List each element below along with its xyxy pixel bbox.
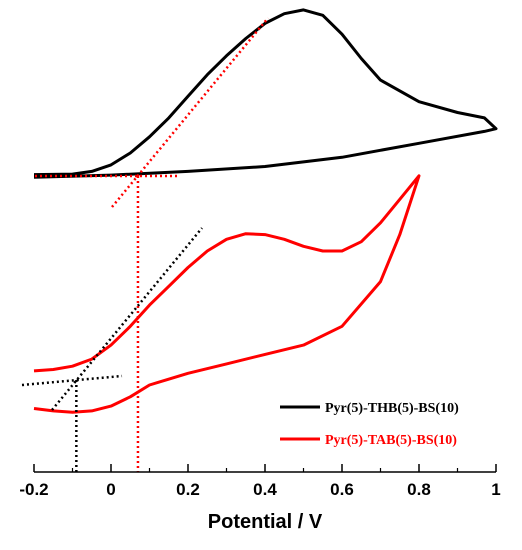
x-tick-label: 0.4 [253,480,277,499]
x-tick-label: 0.6 [330,480,354,499]
legend-label-tab: Pyr(5)-TAB(5)-BS(10) [325,433,457,448]
x-tick-label: 1 [491,480,500,499]
series-line-1 [33,174,421,414]
tab-baseline-tangent [21,374,123,387]
curves-group [33,8,498,414]
legend-label-thb: Pyr(5)-THB(5)-BS(10) [325,401,459,416]
thb-slope-tangent [111,17,269,208]
x-axis-title: Potential / V [208,511,323,533]
x-tick-label: 0.8 [407,480,431,499]
x-ticks: -0.2 0 0.2 0.4 0.6 0.8 1 [19,464,501,499]
tab-slope-tangent [51,227,203,411]
x-tick-label: 0 [106,480,115,499]
x-tick-label: 0.2 [176,480,200,499]
x-tick-label: -0.2 [19,480,48,499]
legend: Pyr(5)-THB(5)-BS(10) Pyr(5)-TAB(5)-BS(10… [280,401,459,448]
onset-guides [21,17,269,472]
series-line-0 [33,8,498,179]
